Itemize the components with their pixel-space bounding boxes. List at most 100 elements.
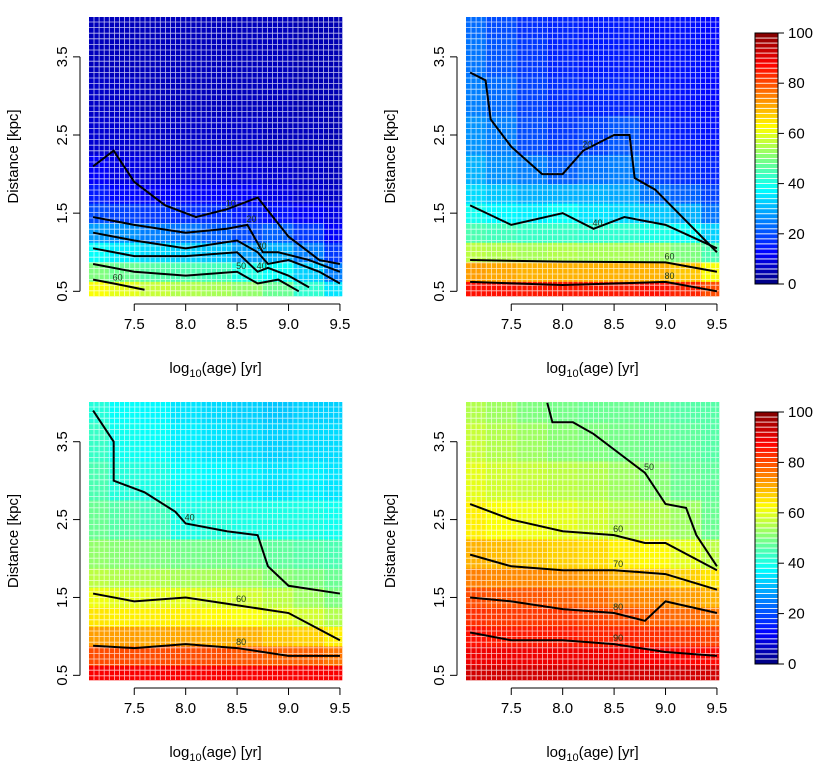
contour-label: 50 xyxy=(644,462,654,472)
contour-line xyxy=(92,247,310,289)
colorbar-stripe xyxy=(754,268,779,275)
heat-cell xyxy=(108,607,140,627)
heatmap-panel: 20 40 60 80 xyxy=(466,17,720,297)
colorbar-stripe xyxy=(754,32,779,39)
colorbar-stripe xyxy=(754,37,779,44)
contour-line xyxy=(469,71,718,253)
y-tick-label: 2.5 xyxy=(431,509,448,530)
colorbar-tick-label: 100 xyxy=(788,25,813,42)
y-axis-label: Distance [kpc] xyxy=(382,109,399,203)
colorbar-stripe xyxy=(754,653,779,660)
contour-label: 60 xyxy=(113,272,123,282)
x-axis-label: log10(age) [yr] xyxy=(546,744,638,764)
heat-cell xyxy=(485,262,517,282)
colorbar-stripe xyxy=(754,178,779,185)
colorbar-stripe xyxy=(754,52,779,59)
x-label-base: log xyxy=(546,360,566,377)
colorbar-stripe xyxy=(754,638,779,645)
colorbar-stripe xyxy=(754,633,779,640)
colorbar-stripe xyxy=(754,628,779,635)
colorbar-stripe xyxy=(754,502,779,509)
heat-cell xyxy=(670,461,702,501)
heat-cell xyxy=(231,665,264,681)
colorbar-stripe xyxy=(754,112,779,119)
x-label-base: log xyxy=(169,744,189,761)
x-axis-label: log10(age) [yr] xyxy=(546,360,638,380)
colorbar-tick-label: 0 xyxy=(788,276,796,293)
contour-line xyxy=(546,402,718,567)
heat-cell xyxy=(231,568,264,589)
x-tick-label: 9.5 xyxy=(707,316,728,333)
contour-line xyxy=(469,503,718,572)
colorbar-stripe xyxy=(754,451,779,458)
colorbar-stripe xyxy=(754,77,779,84)
heat-cell xyxy=(293,422,325,462)
heat-cell xyxy=(670,607,702,627)
colorbar-stripe xyxy=(754,441,779,448)
colorbar-stripe xyxy=(754,492,779,499)
x-tick-label: 8.0 xyxy=(175,700,196,717)
heat-cell xyxy=(670,115,702,155)
x-tick-label: 8.0 xyxy=(552,316,573,333)
colorbar-stripe xyxy=(754,608,779,614)
colorbar-stripe xyxy=(754,208,779,215)
colorbar-stripe xyxy=(754,643,779,650)
y-tick-label: 2.5 xyxy=(54,125,71,146)
x-tick-label: 9.0 xyxy=(278,316,299,333)
x-tick-label: 7.5 xyxy=(124,316,145,333)
colorbar-stripe xyxy=(754,163,779,169)
colorbar-stripe xyxy=(754,188,779,195)
colorbar-stripe xyxy=(754,42,779,49)
colorbar-stripe xyxy=(754,557,779,564)
colorbar-stripe xyxy=(754,183,779,190)
heat-cell xyxy=(608,568,641,589)
heat-cell xyxy=(485,607,517,627)
contour-label: 80 xyxy=(236,637,246,647)
contour-line xyxy=(92,216,341,273)
heat-cell xyxy=(639,76,671,116)
x-axis-label: log10(age) [yr] xyxy=(169,744,261,764)
x-tick-label: 9.0 xyxy=(655,316,676,333)
colorbar-stripe xyxy=(754,97,779,104)
heat-cell xyxy=(262,76,294,116)
cell-grid xyxy=(89,402,342,680)
colorbar-stripe xyxy=(754,411,779,418)
colorbar-stripe xyxy=(754,618,779,625)
colorbar-stripe xyxy=(754,122,779,129)
contour-line xyxy=(470,596,718,622)
colorbar-stripe xyxy=(754,588,779,594)
heat-cell xyxy=(670,76,702,116)
colorbar-stripe xyxy=(754,158,779,164)
colorbar-stripe xyxy=(754,173,779,179)
contour-label: 40 xyxy=(257,261,267,271)
contour-line xyxy=(92,231,341,285)
colorbar-stripe xyxy=(754,102,779,109)
colorbar-stripe xyxy=(754,213,779,220)
colorbar-stripe xyxy=(754,507,779,514)
colorbar-tick-label: 60 xyxy=(788,505,805,522)
contour-line xyxy=(92,262,300,293)
colorbar-stripe xyxy=(754,47,779,54)
colorbar-stripe xyxy=(754,517,779,524)
contour-label: 50 xyxy=(236,261,246,271)
heat-cell xyxy=(639,461,671,501)
colorbar-tick-label: 100 xyxy=(788,404,813,421)
y-axis-label: Distance [kpc] xyxy=(382,494,399,588)
contour-label: 10 xyxy=(226,198,236,208)
colorbar-stripe xyxy=(754,527,779,534)
x-tick-label: 7.5 xyxy=(124,700,145,717)
contour-line xyxy=(92,278,145,291)
colorbar-stripe xyxy=(754,138,779,144)
colorbar-stripe xyxy=(754,223,779,230)
colorbar-stripe xyxy=(754,57,779,64)
heat-cell xyxy=(293,222,325,243)
heat-cell xyxy=(670,183,702,204)
colorbar-stripe xyxy=(754,497,779,504)
heat-cell xyxy=(485,646,517,666)
heat-cell xyxy=(262,500,294,540)
contour-line xyxy=(93,643,340,657)
heat-cell xyxy=(639,607,671,627)
colorbar-stripe xyxy=(754,228,779,235)
x-label-base: log xyxy=(169,360,189,377)
colorbar-stripe xyxy=(754,613,779,620)
